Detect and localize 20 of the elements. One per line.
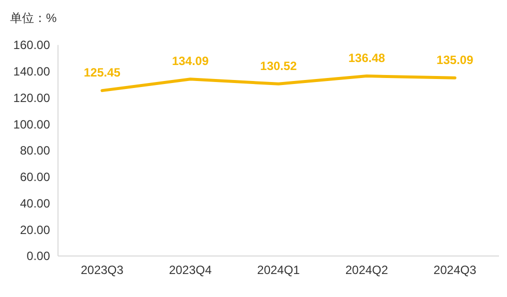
y-tick-label: 20.00 <box>20 222 50 237</box>
y-tick-label: 40.00 <box>20 196 50 210</box>
x-tick-label: 2024Q2 <box>345 263 388 277</box>
x-tick-label: 2023Q3 <box>80 263 124 277</box>
y-tick-label: 0.00 <box>26 249 50 264</box>
y-tick-label: 60.00 <box>20 170 50 184</box>
data-label: 136.48 <box>348 51 386 66</box>
y-tick-label: 160.00 <box>13 38 50 52</box>
y-tick-label: 120.00 <box>13 90 50 105</box>
x-tick-label: 2024Q1 <box>257 263 300 277</box>
data-label: 125.45 <box>84 66 121 80</box>
data-label: 135.09 <box>436 52 474 67</box>
x-tick-label: 2023Q4 <box>168 263 212 277</box>
y-tick-label: 100.00 <box>13 117 50 132</box>
data-label: 134.09 <box>172 54 209 68</box>
data-label: 130.52 <box>260 58 298 73</box>
y-tick-label: 80.00 <box>20 144 50 158</box>
chart-title: 单位：% <box>10 11 57 25</box>
x-tick-label: 2024Q3 <box>434 263 477 277</box>
y-tick-label: 140.00 <box>13 64 50 79</box>
